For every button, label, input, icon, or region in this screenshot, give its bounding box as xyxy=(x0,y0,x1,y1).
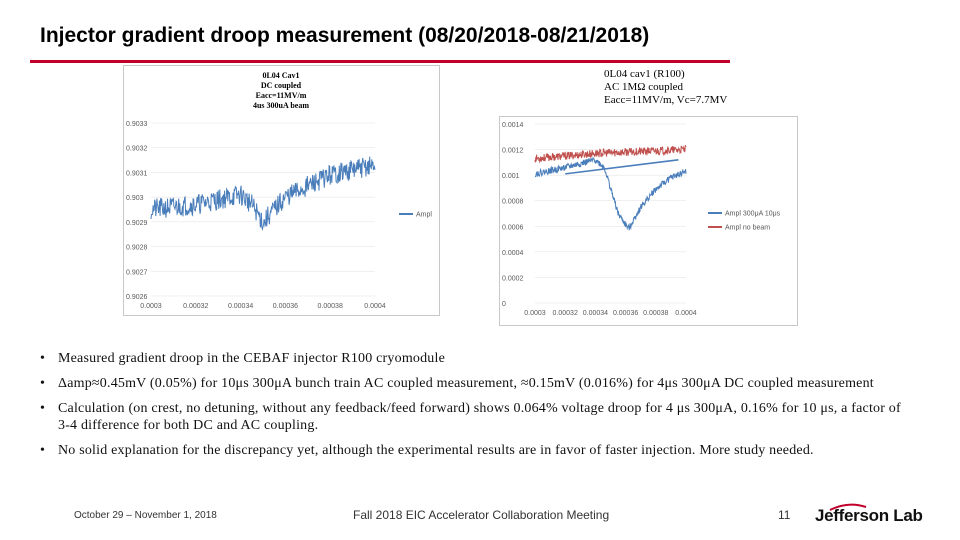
right-y-tick-label: 0.0004 xyxy=(502,250,524,257)
bullet-text: Δamp≈0.45mV (0.05%) for 10μs 300μA bunch… xyxy=(58,376,874,391)
bullet-item: • Calculation (on crest, no detuning, wit… xyxy=(40,400,910,434)
right-chart-caption: 0L04 cav1 (R100) AC 1MΩ coupled Eacc=11M… xyxy=(604,68,727,107)
footer-date: October 29 – November 1, 2018 xyxy=(74,510,217,521)
bullet-symbol: • xyxy=(40,443,46,458)
right-y-tick-label: 0.0014 xyxy=(502,122,524,129)
bullet-item: • Measured gradient droop in the CEBAF in… xyxy=(40,350,910,367)
left-y-tick-label: 0.9028 xyxy=(126,245,148,252)
left-x-tick-label: 0.00036 xyxy=(273,303,298,310)
left-y-tick-label: 0.9027 xyxy=(126,269,148,276)
right-x-tick-label: 0.0004 xyxy=(675,310,697,317)
left-x-tick-label: 0.00034 xyxy=(228,303,253,310)
right-x-tick-label: 0.00032 xyxy=(553,310,578,317)
left-y-tick-label: 0.9031 xyxy=(126,170,148,177)
jefferson-lab-logo: Jefferson Lab xyxy=(815,506,923,525)
right-y-tick-label: 0.0008 xyxy=(502,199,524,206)
right-y-tick-label: 0 xyxy=(502,301,506,308)
title-underline xyxy=(30,60,730,63)
left-x-tick-label: 0.00032 xyxy=(183,303,208,310)
left-series-line xyxy=(150,156,376,231)
bullet-text: Measured gradient droop in the CEBAF inj… xyxy=(58,351,446,366)
chart-ac-coupled: 0.0014 0.0012 0.001 0.0008 0.0006 0.0004 0.000… xyxy=(499,116,798,326)
bullet-text: Calculation (on crest, no detuning, with… xyxy=(58,401,901,433)
right-y-tick-label: 0.0002 xyxy=(502,275,524,282)
bullet-symbol: • xyxy=(40,401,46,416)
left-y-tick-label: 0.9029 xyxy=(126,220,148,227)
left-y-tick-label: 0.9033 xyxy=(126,121,148,128)
left-x-tick-label: 0.0004 xyxy=(364,303,386,310)
left-caption-line: DC coupled xyxy=(261,81,302,90)
chart-dc-coupled: 0L04 Cav1 DC coupled Eacc=11MV/m 4us 300… xyxy=(123,65,440,316)
right-x-tick-label: 0.00036 xyxy=(613,310,638,317)
left-chart-caption: 0L04 Cav1 DC coupled Eacc=11MV/m 4us 300… xyxy=(253,71,309,110)
bullet-item: • No solid explanation for the discrepanc… xyxy=(40,442,910,459)
right-x-tick-label: 0.0003 xyxy=(524,310,546,317)
slide-title: Injector gradient droop measurement (08/… xyxy=(40,24,650,47)
right-y-tick-label: 0.0012 xyxy=(502,148,524,155)
left-y-tick-label: 0.9026 xyxy=(126,294,148,301)
right-x-tick-label: 0.00038 xyxy=(643,310,668,317)
left-caption-line: Eacc=11MV/m xyxy=(256,91,307,100)
left-y-tick-label: 0.9032 xyxy=(126,146,148,153)
right-series-line xyxy=(534,145,687,164)
bullet-text: No solid explanation for the discrepancy… xyxy=(58,443,814,458)
right-y-tick-label: 0.001 xyxy=(502,173,520,180)
right-y-tick-label: 0.0006 xyxy=(502,224,524,231)
left-legend-label: Ampl xyxy=(416,212,432,219)
right-legend-label: Ampl no beam xyxy=(725,225,770,232)
bullet-item: • Δamp≈0.45mV (0.05%) for 10μs 300μA bunc… xyxy=(40,375,910,392)
right-x-tick-label: 0.00034 xyxy=(583,310,608,317)
bullet-list: • Measured gradient droop in the CEBAF in… xyxy=(40,350,910,467)
left-x-tick-label: 0.00038 xyxy=(318,303,343,310)
left-caption-line: 4us 300uA beam xyxy=(253,101,309,110)
right-legend-label: Ampl 300μA 10μs xyxy=(725,211,781,218)
right-caption-line: Eacc=11MV/m, Vc=7.7MV xyxy=(604,94,728,106)
left-x-tick-label: 0.0003 xyxy=(140,303,162,310)
footer-meeting: Fall 2018 EIC Accelerator Collaboration … xyxy=(353,508,610,522)
right-caption-line: AC 1MΩ coupled xyxy=(604,81,684,93)
right-series-line xyxy=(534,156,687,231)
logo-swoosh-icon xyxy=(829,503,867,511)
left-caption-line: 0L04 Cav1 xyxy=(262,71,299,80)
right-series-line xyxy=(565,159,679,175)
left-y-tick-label: 0.903 xyxy=(126,195,144,202)
page-number: 11 xyxy=(778,508,791,522)
bullet-symbol: • xyxy=(40,351,46,366)
right-caption-line: 0L04 cav1 (R100) xyxy=(604,68,685,80)
bullet-symbol: • xyxy=(40,376,46,391)
